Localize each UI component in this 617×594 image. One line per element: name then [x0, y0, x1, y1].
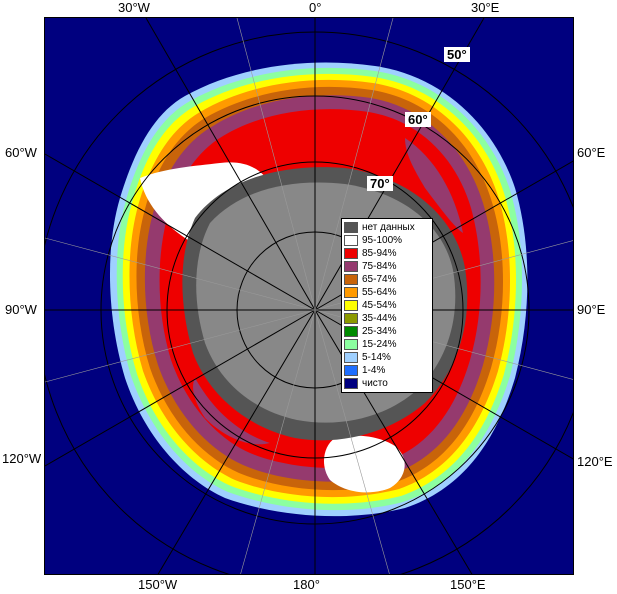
- legend-swatch: [344, 248, 358, 259]
- legend-item: 55-64%: [344, 286, 430, 299]
- legend-swatch: [344, 352, 358, 363]
- meridian-label-60e: 60°E: [577, 145, 606, 160]
- legend-item: чисто: [344, 377, 430, 390]
- legend-label: нет данных: [362, 222, 415, 233]
- minor-meridian: [45, 237, 316, 311]
- legend-label: 45-54%: [362, 300, 397, 311]
- legend-label: 65-74%: [362, 274, 397, 285]
- ice-75-84-patch: [193, 378, 270, 445]
- meridian-label-30w: 30°W: [118, 0, 150, 15]
- legend-label: 85-94%: [362, 248, 397, 259]
- legend-label: 55-64%: [362, 287, 397, 298]
- legend-item: 65-74%: [344, 273, 430, 286]
- ice-95-100-ross: [323, 435, 405, 493]
- legend-swatch: [344, 235, 358, 246]
- meridian-label-150e: 150°E: [450, 577, 486, 592]
- legend-swatch: [344, 378, 358, 389]
- legend-swatch: [344, 274, 358, 285]
- meridian-label-150w: 150°W: [138, 577, 178, 592]
- legend-item: 15-24%: [344, 338, 430, 351]
- minor-meridian: [45, 309, 316, 383]
- minor-meridian: [314, 309, 390, 574]
- legend-swatch: [344, 313, 358, 324]
- legend-swatch: [344, 339, 358, 350]
- legend-swatch: [344, 222, 358, 233]
- legend-label: 1-4%: [362, 365, 386, 376]
- legend-swatch: [344, 300, 358, 311]
- meridian-label-0: 0°: [309, 0, 322, 15]
- legend-label: 75-84%: [362, 261, 397, 272]
- legend-label: 15-24%: [362, 339, 397, 350]
- legend-swatch: [344, 326, 358, 337]
- latitude-label-60: 60°: [405, 112, 431, 127]
- meridian-120w: [45, 309, 316, 467]
- meridian-label-120w: 120°W: [2, 451, 42, 466]
- legend-item: 75-84%: [344, 260, 430, 273]
- legend-item: 35-44%: [344, 312, 430, 325]
- meridian-label-180: 180°: [293, 577, 320, 592]
- meridian-label-90e: 90°E: [577, 302, 606, 317]
- legend-swatch: [344, 261, 358, 272]
- meridian-60w: [45, 153, 316, 311]
- legend-item: 5-14%: [344, 351, 430, 364]
- ice-concentration-legend: нет данных 95-100% 85-94% 75-84% 65-74% 55-64…: [341, 218, 433, 393]
- legend-label: чисто: [362, 378, 388, 389]
- legend-item: 95-100%: [344, 234, 430, 247]
- legend-item: нет данных: [344, 221, 430, 234]
- legend-swatch: [344, 287, 358, 298]
- legend-label: 5-14%: [362, 352, 391, 363]
- polar-map-canvas: [45, 18, 573, 574]
- meridian-label-30e: 30°E: [471, 0, 500, 15]
- minor-meridian: [240, 309, 316, 574]
- legend-label: 35-44%: [362, 313, 397, 324]
- legend-label: 25-34%: [362, 326, 397, 337]
- meridian-30w: [145, 18, 316, 311]
- minor-meridian: [314, 18, 394, 311]
- legend-item: 45-54%: [344, 299, 430, 312]
- meridian-label-60w: 60°W: [5, 145, 37, 160]
- minor-meridians: [45, 18, 573, 574]
- latitude-label-50: 50°: [444, 47, 470, 62]
- ice-75-84-patch: [405, 138, 463, 233]
- meridian-label-90w: 90°W: [5, 302, 37, 317]
- meridian-label-120e: 120°E: [577, 454, 613, 469]
- meridian-150w: [157, 309, 316, 574]
- legend-item: 25-34%: [344, 325, 430, 338]
- latitude-label-70: 70°: [367, 176, 393, 191]
- legend-item: 1-4%: [344, 364, 430, 377]
- sea-ice-map: 50° 60° 70° нет данных 95-100% 85-94% 75-84…: [44, 17, 574, 575]
- minor-meridian: [236, 18, 316, 311]
- legend-item: 85-94%: [344, 247, 430, 260]
- legend-label: 95-100%: [362, 235, 403, 246]
- legend-swatch: [344, 365, 358, 376]
